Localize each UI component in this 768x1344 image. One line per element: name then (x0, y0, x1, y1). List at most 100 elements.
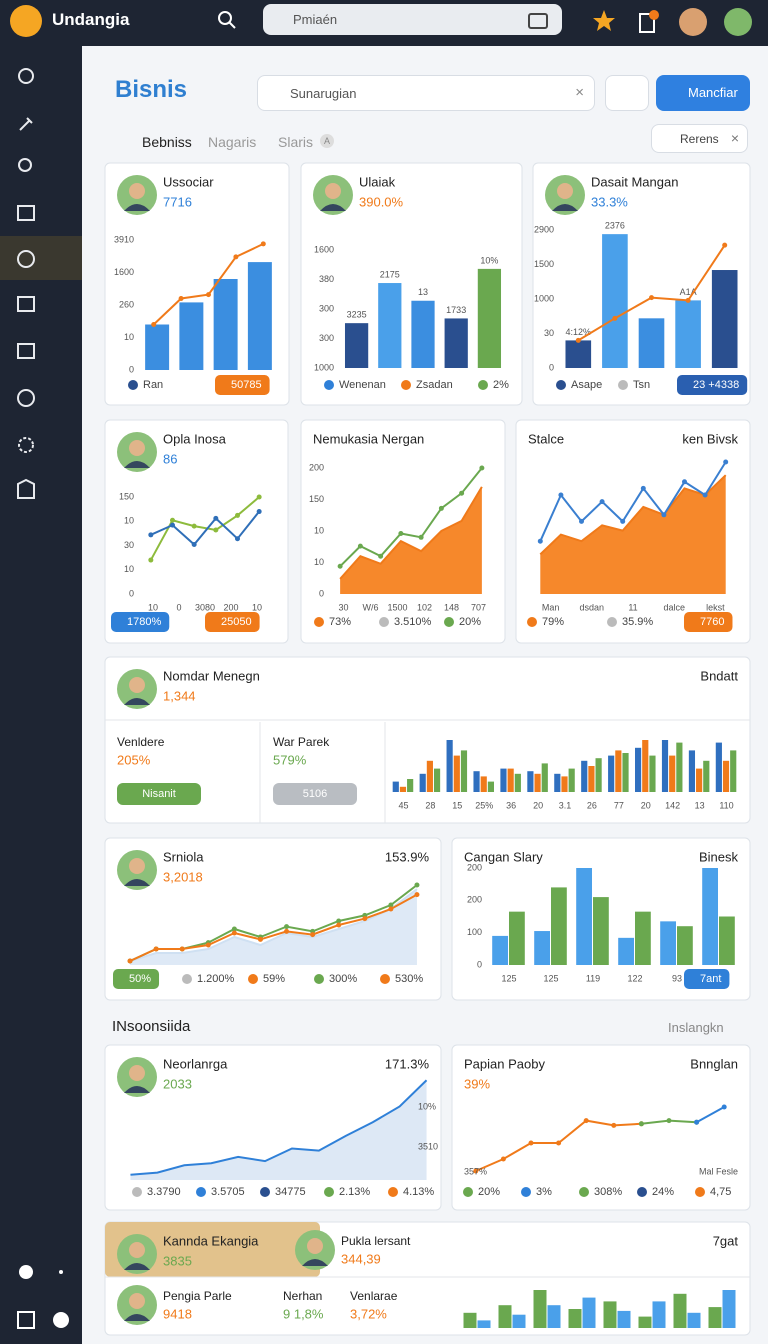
bar (696, 768, 703, 792)
y-label: 100 (467, 927, 482, 937)
nav-icon[interactable] (18, 437, 34, 453)
top-search[interactable]: Pmiaén (263, 4, 562, 35)
point (722, 242, 728, 248)
point (336, 918, 342, 924)
nav-icon[interactable] (18, 158, 32, 172)
nav-icon[interactable] (17, 478, 35, 499)
card-value: 7716 (163, 194, 192, 209)
point (336, 922, 342, 928)
tab[interactable]: Bebniss (142, 134, 192, 150)
bar (453, 755, 460, 792)
legend-dot (196, 1187, 206, 1197)
stat-value: 205% (117, 752, 151, 767)
x-label: lekst (706, 602, 725, 612)
top-search-text: Pmiaén (293, 12, 338, 27)
section-link[interactable]: Inslangkn (668, 1020, 724, 1035)
nav-icon[interactable] (18, 68, 34, 84)
card-name: Opla Inosa (163, 431, 227, 446)
bar (677, 926, 693, 965)
area (540, 475, 726, 594)
point (388, 906, 394, 912)
point (414, 882, 420, 888)
card-name: Neorlanrga (163, 1056, 228, 1071)
point (479, 465, 485, 471)
nav-icon[interactable] (17, 343, 35, 359)
point (233, 254, 239, 260)
annotation: 3510 (418, 1141, 438, 1151)
stat-button[interactable] (273, 783, 357, 805)
legend-dot (527, 617, 537, 627)
legend-dot (128, 380, 138, 390)
x-label: 93 (672, 973, 682, 983)
x-label: dsdan (580, 602, 605, 612)
legend-text: Ran (143, 379, 163, 391)
tab[interactable]: Nagaris (208, 134, 257, 150)
filter-chip[interactable]: Rerens × (651, 124, 748, 153)
bar (660, 921, 676, 965)
nav-icon[interactable] (17, 389, 35, 407)
bar-label: 3235 (347, 310, 367, 320)
bar (593, 897, 609, 965)
avatar-body (320, 204, 346, 211)
bar (213, 279, 238, 370)
bar (688, 750, 696, 792)
user-avatar[interactable] (724, 8, 752, 36)
line (130, 1079, 428, 1176)
y-label: 300 (319, 303, 334, 313)
filter-close[interactable]: × (730, 130, 739, 146)
bar (602, 234, 628, 368)
stat-value: 344,39 (341, 1251, 381, 1266)
point (556, 1140, 562, 1146)
bar (722, 760, 730, 792)
page-title: Bisnis (115, 76, 188, 103)
info-icon[interactable] (53, 1312, 69, 1328)
logo[interactable] (10, 5, 42, 37)
tab[interactable]: Slaris (278, 134, 314, 150)
y-label: 0 (477, 959, 482, 969)
badge-text: 50% (129, 973, 151, 985)
card-value: 86 (163, 451, 177, 466)
point (378, 553, 384, 559)
card-corner: Bndatt (700, 668, 738, 683)
search-box[interactable]: Sunarugian × (257, 75, 595, 111)
nav-icon[interactable] (17, 250, 35, 268)
star-icon[interactable] (593, 10, 615, 31)
bar (477, 1320, 491, 1328)
x-label: 10 (252, 602, 262, 612)
point (153, 946, 159, 952)
y-label: 1600 (314, 244, 334, 254)
bar (622, 753, 629, 792)
home-button[interactable] (605, 75, 649, 111)
legend-dot (132, 1187, 142, 1197)
point (256, 494, 262, 500)
nav-icon[interactable] (17, 205, 35, 221)
stat-button[interactable] (117, 783, 201, 805)
bar (638, 1316, 652, 1328)
x-label: 20 (533, 800, 543, 810)
search-icon[interactable] (216, 9, 238, 31)
sidebar (0, 46, 90, 1344)
x-label: 148 (444, 602, 459, 612)
y-label: 0 (129, 588, 134, 598)
bar (547, 1305, 561, 1328)
line (150, 510, 260, 546)
export-icon[interactable] (17, 1311, 35, 1329)
user-avatar[interactable] (679, 8, 707, 36)
bar (719, 916, 735, 965)
nav-icon[interactable] (17, 296, 35, 312)
settings-icon[interactable] (19, 1265, 33, 1279)
more-icon[interactable] (59, 1270, 63, 1274)
nav-icon[interactable] (19, 117, 33, 131)
y-label: 1000 (534, 293, 554, 303)
bar-label: 10% (480, 255, 498, 265)
primary-button[interactable]: Mancfiar (656, 75, 750, 111)
legend-dot (607, 617, 617, 627)
point (178, 296, 184, 301)
badge (111, 612, 170, 632)
x-label: 119 (586, 973, 600, 983)
bar (673, 1293, 687, 1328)
avatar-body (124, 204, 150, 211)
clear-icon[interactable]: × (575, 84, 584, 101)
point (418, 534, 424, 540)
notify-icon[interactable] (639, 13, 655, 33)
